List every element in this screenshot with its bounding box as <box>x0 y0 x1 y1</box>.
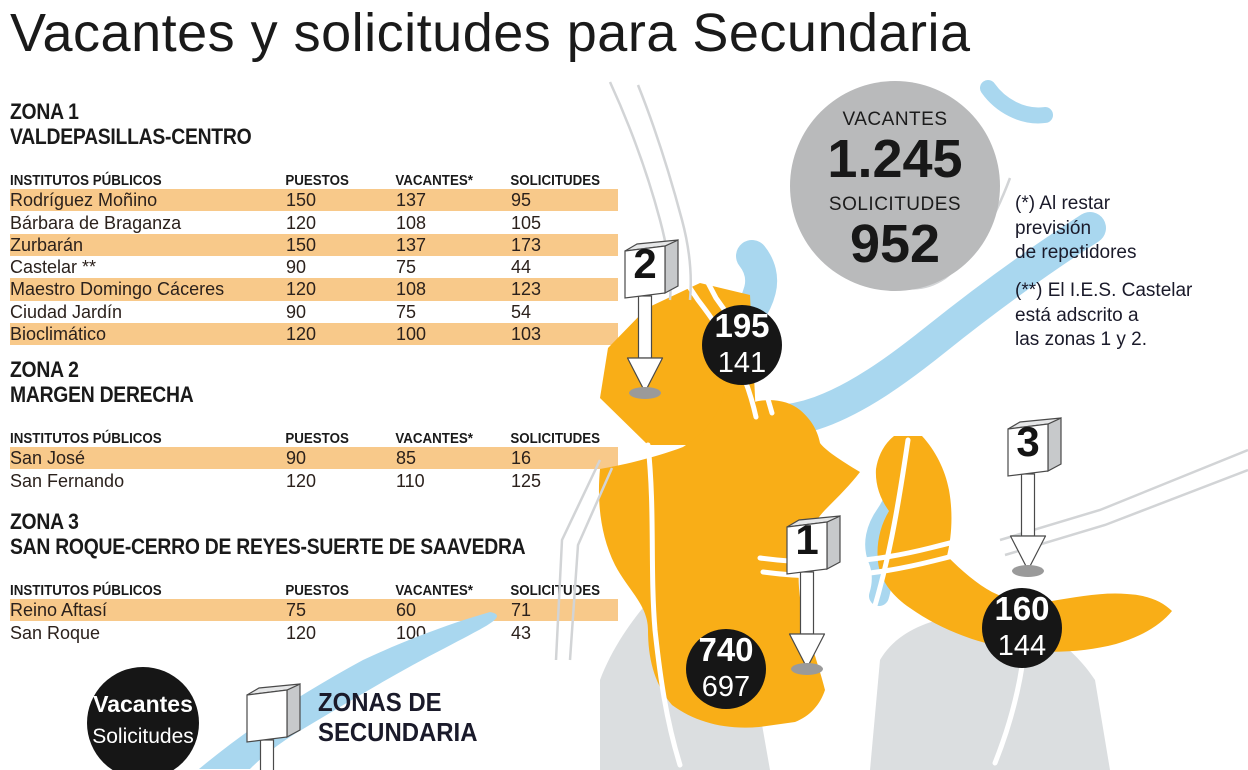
svg-text:160: 160 <box>994 590 1049 627</box>
svg-text:1: 1 <box>795 516 818 563</box>
svg-text:3: 3 <box>1016 418 1039 465</box>
svg-text:144: 144 <box>998 630 1046 662</box>
svg-text:141: 141 <box>718 347 766 379</box>
svg-text:740: 740 <box>698 631 753 668</box>
svg-text:697: 697 <box>702 671 750 703</box>
svg-text:2: 2 <box>633 240 656 287</box>
svg-text:195: 195 <box>714 307 769 344</box>
